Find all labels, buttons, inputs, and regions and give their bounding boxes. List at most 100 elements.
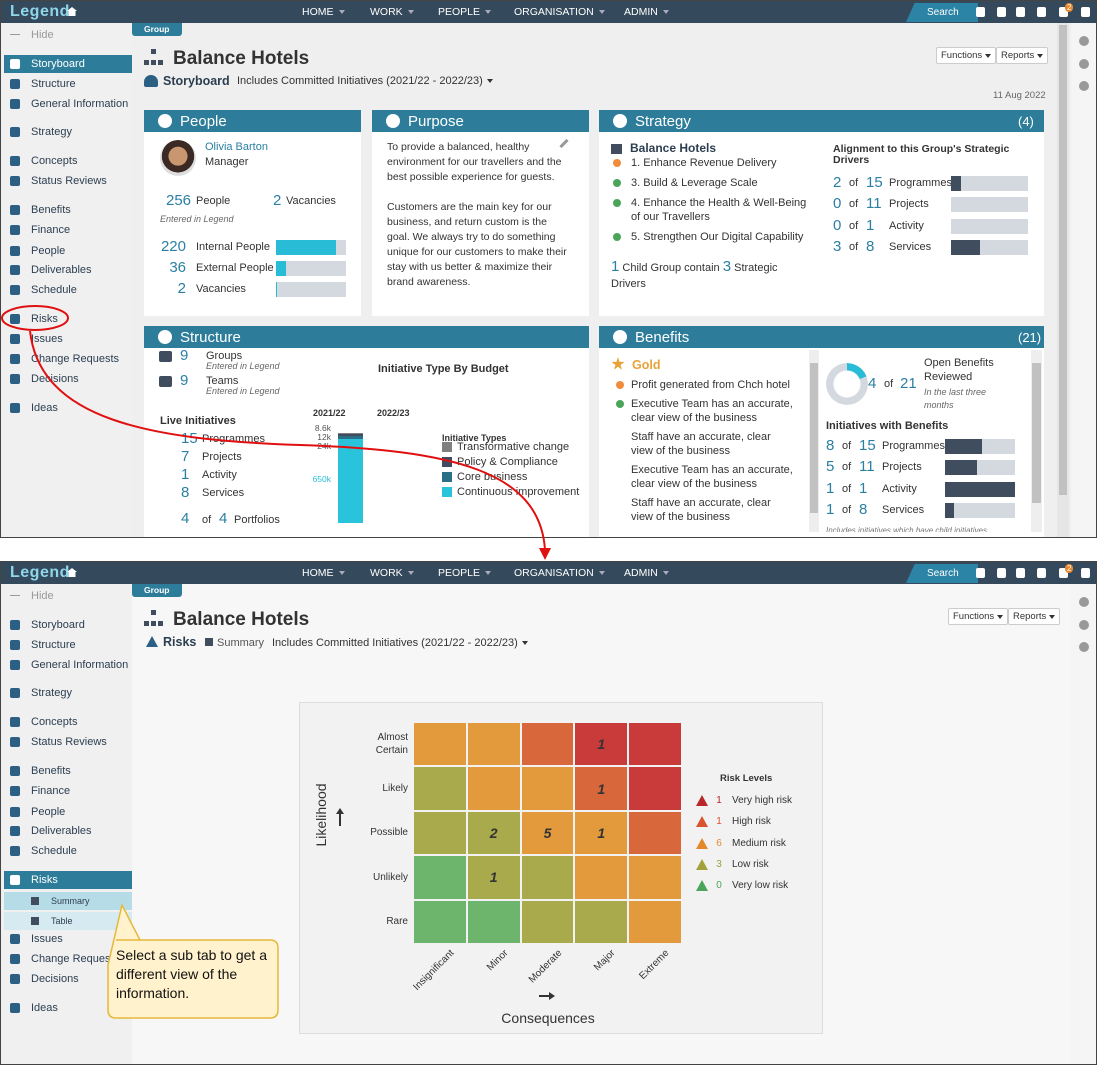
sidebar-item[interactable]: Finance [31, 785, 71, 797]
nav-icon[interactable] [1081, 568, 1090, 578]
rail-icon[interactable] [1079, 81, 1089, 91]
sidebar-item[interactable]: Risks [31, 874, 58, 886]
sidebar-item[interactable]: Strategy [31, 126, 72, 138]
header-button[interactable]: Functions [936, 47, 997, 64]
sidebar-item[interactable]: Change Requests [31, 353, 120, 365]
current-subtab[interactable]: Summary [217, 637, 265, 649]
person-name[interactable]: Olivia Barton [205, 141, 268, 153]
sidebar-item[interactable]: Ideas [31, 402, 58, 414]
nav-icon[interactable] [1059, 568, 1068, 578]
sidebar-item[interactable]: Strategy [31, 687, 72, 699]
sidebar-item[interactable]: Status Reviews [31, 736, 107, 748]
of-text: of [202, 514, 212, 526]
rail-icon[interactable] [1079, 59, 1089, 69]
people-label: Internal People [196, 241, 270, 253]
nav-icon[interactable] [997, 568, 1006, 578]
sidebar-item[interactable]: Decisions [31, 373, 79, 385]
sidebar-item[interactable]: General Information [31, 98, 129, 110]
nav-menu-item[interactable]: WORK [370, 5, 414, 19]
breadcrumb-tab[interactable]: Group [132, 584, 182, 597]
header-button[interactable]: Functions [948, 608, 1009, 625]
bar [951, 176, 962, 191]
bar-track [951, 197, 1028, 213]
sidebar-item[interactable]: Storyboard [31, 58, 85, 70]
nav-icon[interactable] [976, 568, 985, 578]
bar [951, 239, 980, 255]
sidebar-item[interactable]: Benefits [31, 204, 71, 216]
nav-icon[interactable] [1016, 568, 1025, 578]
paragraph: Customers are the main key for our busin… [387, 201, 567, 288]
sidebar-item[interactable]: Concepts [31, 155, 78, 167]
header-button[interactable]: Reports [1008, 608, 1061, 625]
scroll-thumb [810, 363, 818, 513]
nav-menu-item[interactable]: HOME [302, 5, 345, 19]
sidebar-item[interactable]: Structure [31, 78, 76, 90]
sidebar-icon [10, 875, 20, 885]
sidebar-item[interactable]: General Information [31, 659, 129, 671]
sidebar-item[interactable]: Risks [31, 313, 58, 325]
nav-icon[interactable] [1037, 568, 1046, 578]
likelihood-label: Likely [382, 783, 408, 795]
sidebar-item[interactable]: Issues [31, 333, 63, 345]
nav-icon[interactable] [997, 7, 1006, 17]
sidebar-icon [10, 403, 20, 413]
sidebar-subtab[interactable]: Summary [51, 896, 90, 906]
sidebar-item[interactable]: People [31, 245, 66, 257]
sidebar-item[interactable]: People [31, 806, 66, 818]
rail-icon[interactable] [1079, 36, 1089, 46]
panel [372, 110, 589, 316]
sidebar-item[interactable]: Status Reviews [31, 175, 107, 187]
risk-cell [413, 722, 467, 767]
sidebar-icon [10, 354, 20, 364]
row-label: Programmes [882, 440, 945, 452]
sidebar-item[interactable]: Change Requests [31, 953, 120, 965]
rail-icon[interactable] [1079, 642, 1089, 652]
nav-menu-item[interactable]: WORK [370, 566, 414, 580]
nav-menu-item[interactable]: ORGANISATION [514, 566, 605, 580]
benefit-item: Executive Team has an accurate, clear vi… [613, 397, 795, 425]
panel-title: People [180, 113, 227, 130]
nav-icon[interactable] [1081, 7, 1090, 17]
subtab-icon [31, 897, 39, 905]
breadcrumb-tab[interactable]: Group [132, 23, 182, 36]
nav-icon[interactable] [1016, 7, 1025, 17]
nav-icon[interactable] [1037, 7, 1046, 17]
sidebar-item[interactable]: Storyboard [31, 619, 85, 631]
sidebar-item[interactable]: Benefits [31, 765, 71, 777]
sidebar-icon [10, 954, 20, 964]
sidebar-item[interactable]: Ideas [31, 1002, 58, 1014]
nav-icon[interactable] [976, 7, 985, 17]
sidebar-item[interactable]: Structure [31, 639, 76, 651]
nav-icon[interactable] [1059, 7, 1068, 17]
scope-selector[interactable]: Includes Committed Initiatives (2021/22 … [272, 636, 528, 650]
risk-cell [413, 766, 467, 811]
sidebar-subtab[interactable]: Table [51, 916, 73, 926]
nav-menu-item[interactable]: PEOPLE [438, 566, 492, 580]
row-label: Activity [889, 219, 924, 232]
sidebar-item[interactable]: Finance [31, 224, 71, 236]
search-box[interactable]: Search [927, 568, 959, 579]
sidebar-hide[interactable]: Hide [31, 29, 54, 41]
nav-menu-item[interactable]: HOME [302, 566, 345, 580]
sidebar-icon [10, 225, 20, 235]
nav-menu-item[interactable]: ADMIN [624, 5, 669, 19]
sidebar-item[interactable]: Deliverables [31, 825, 92, 837]
nav-menu-item[interactable]: ADMIN [624, 566, 669, 580]
nav-menu-item[interactable]: ORGANISATION [514, 5, 605, 19]
nav-menu-item[interactable]: PEOPLE [438, 5, 492, 19]
sidebar-hide[interactable]: Hide [31, 590, 54, 602]
sidebar-item[interactable]: Concepts [31, 716, 78, 728]
rail-icon[interactable] [1079, 597, 1089, 607]
sidebar-item[interactable]: Schedule [31, 845, 77, 857]
title-icon [144, 60, 149, 65]
header-button[interactable]: Reports [996, 47, 1049, 64]
note: In the last three months [924, 387, 987, 410]
search-box[interactable]: Search [927, 7, 959, 18]
sidebar-item[interactable]: Issues [31, 933, 63, 945]
scope-selector[interactable]: Includes Committed Initiatives (2021/22 … [237, 74, 493, 88]
sidebar-item[interactable]: Deliverables [31, 264, 92, 276]
rail-icon[interactable] [1079, 620, 1089, 630]
current-tab: Storyboard [163, 74, 230, 88]
sidebar-item[interactable]: Schedule [31, 284, 77, 296]
sidebar-item[interactable]: Decisions [31, 973, 79, 985]
